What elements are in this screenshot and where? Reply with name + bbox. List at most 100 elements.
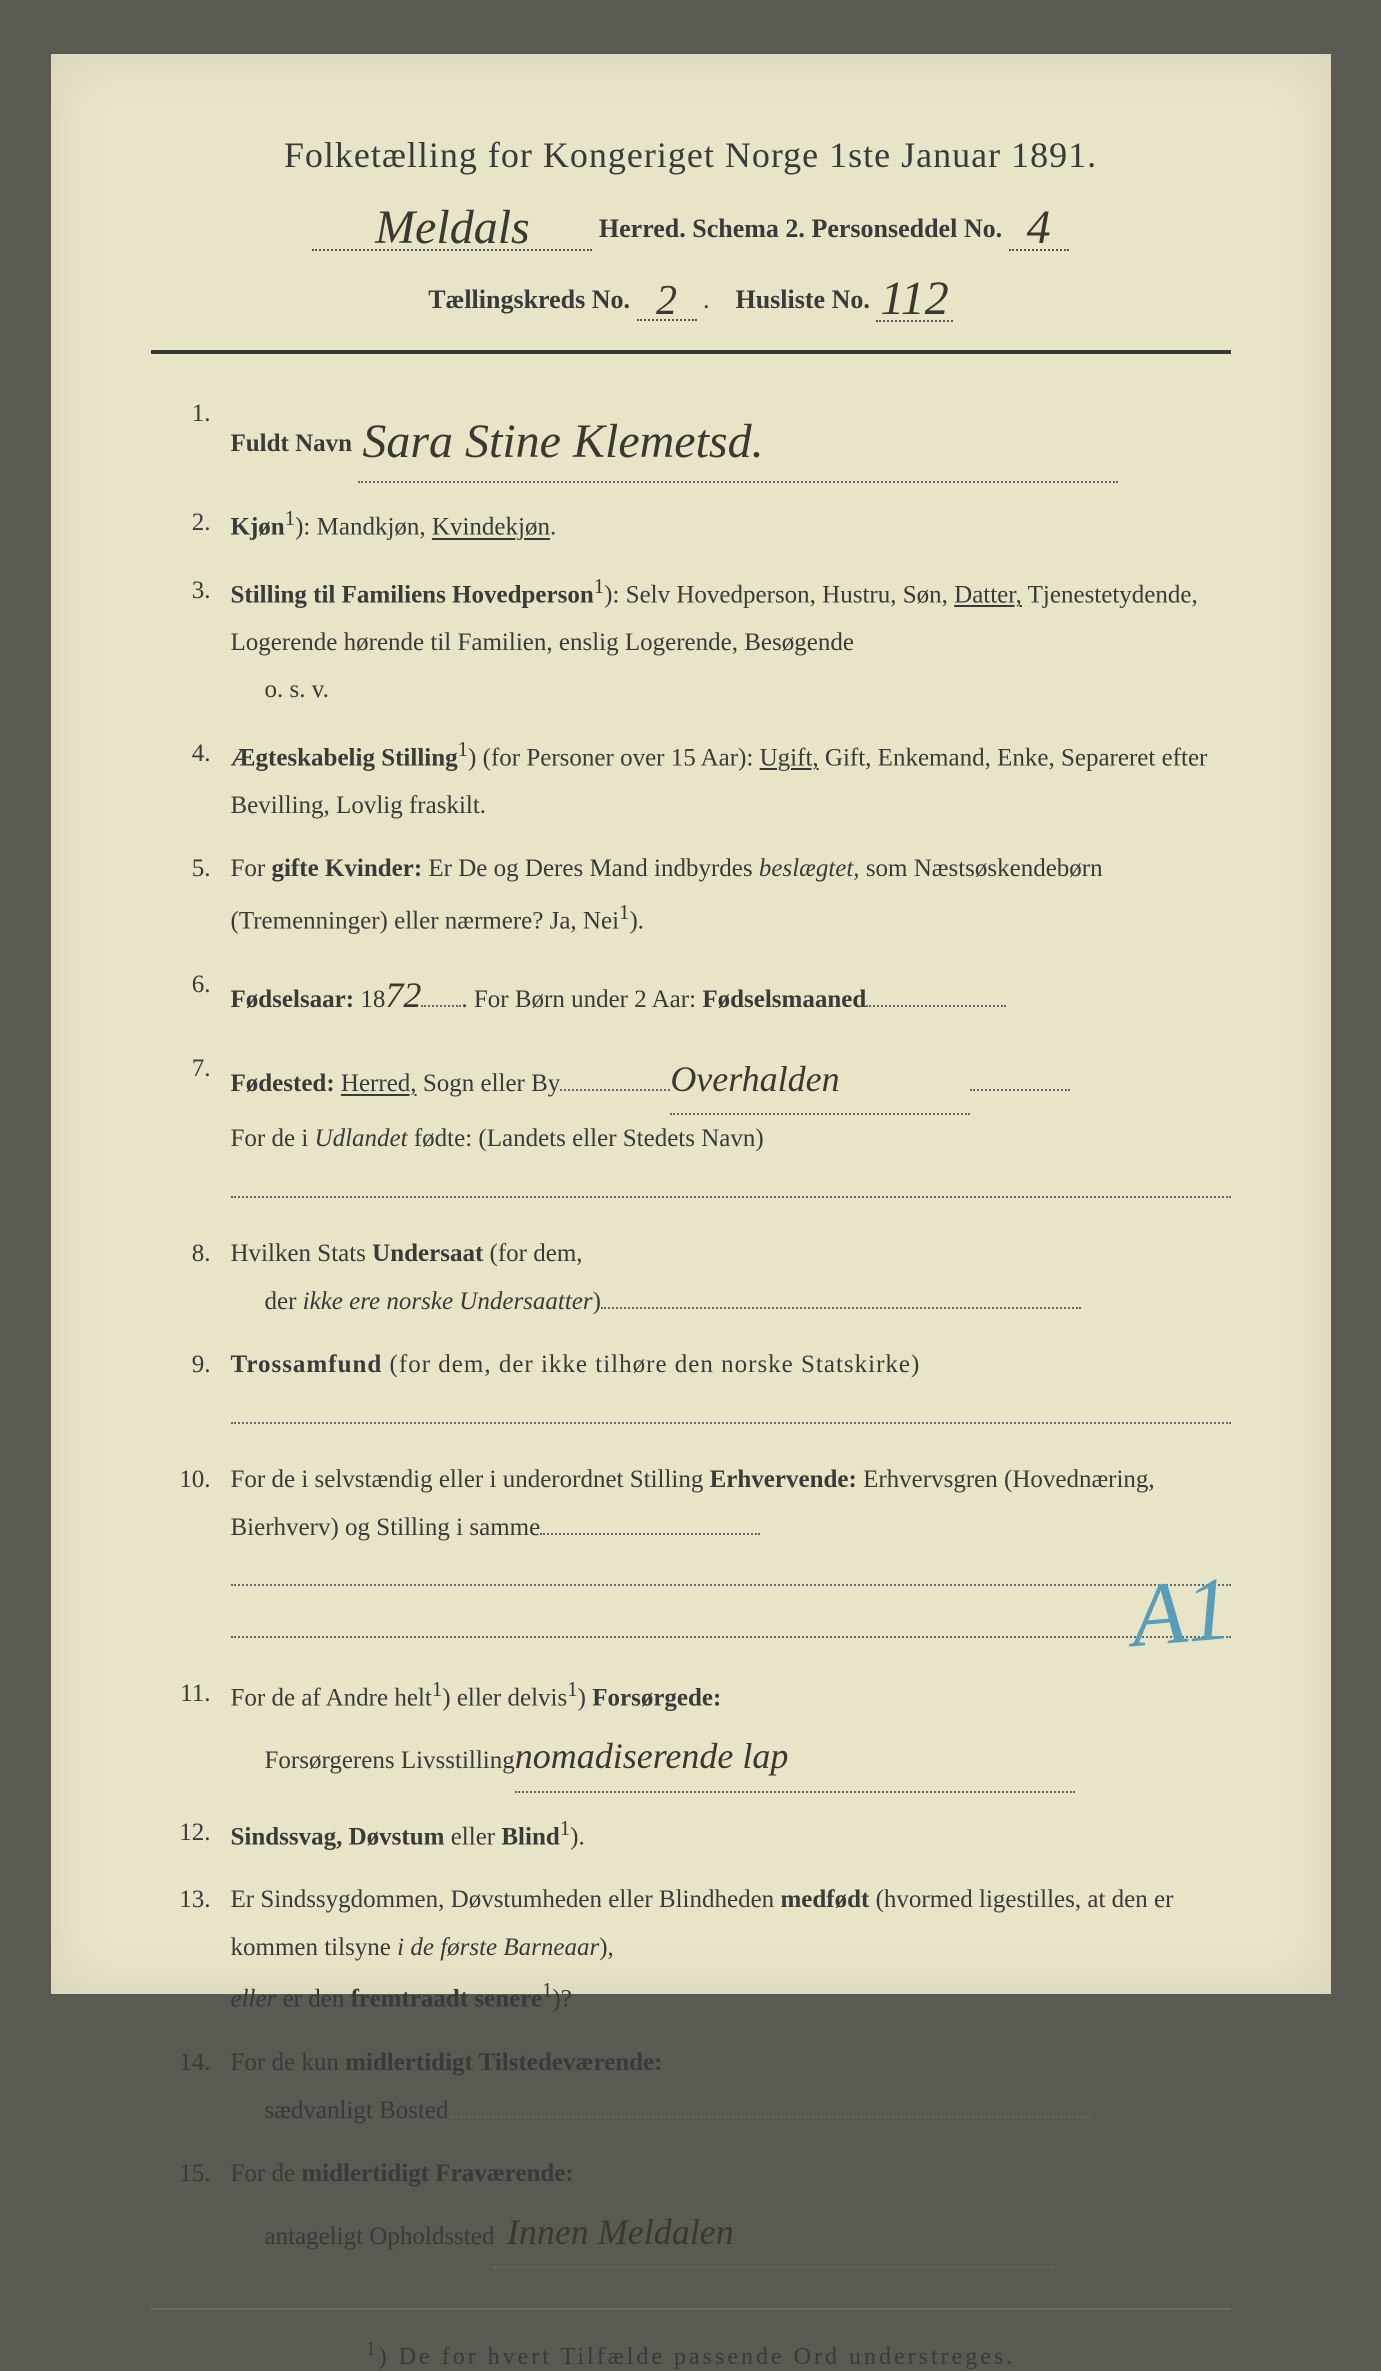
kreds-field: 2 <box>637 271 697 321</box>
text: Sogn eller By <box>417 1070 561 1097</box>
form-header: Folketælling for Kongeriget Norge 1ste J… <box>151 134 1231 322</box>
text: ) <box>578 1685 593 1712</box>
underlined: Datter, <box>954 581 1022 608</box>
item-6: 6. Fødselsaar: 1872 . For Børn under 2 Aa… <box>161 961 1231 1029</box>
text: sædvanligt Bosted <box>265 2097 449 2124</box>
personseddel-label: Personseddel No. <box>811 214 1002 243</box>
text: For de i <box>231 1125 315 1152</box>
item-content: For de kun midlertidigt Tilstedeværende:… <box>231 2039 1231 2134</box>
item-content: Ægteskabelig Stilling1) (for Personer ov… <box>231 730 1231 829</box>
underlined: Ugift, <box>760 744 819 771</box>
text: Forsørgerens Livsstilling <box>265 1747 515 1774</box>
item-2: 2. Kjøn1): Mandkjøn, Kvindekjøn. <box>161 499 1231 551</box>
text: er den <box>276 1986 350 2013</box>
birthplace-value: Overhalden <box>670 1045 970 1115</box>
item-num: 9. <box>161 1341 231 1440</box>
item-num: 8. <box>161 1230 231 1325</box>
dotted <box>970 1089 1070 1091</box>
item-content: For gifte Kvinder: Er De og Deres Mand i… <box>231 845 1231 944</box>
divider-top <box>151 350 1231 354</box>
item-content: Stilling til Familiens Hovedperson1): Se… <box>231 567 1231 714</box>
text: ) <box>593 1288 601 1315</box>
sup: 1 <box>567 1677 577 1701</box>
bold: Blind <box>501 1823 559 1850</box>
item-content: Fødested: Herred, Sogn eller By Overhalde… <box>231 1045 1231 1214</box>
bold: gifte Kvinder: <box>271 855 422 882</box>
label: Stilling til Familiens Hovedperson <box>231 581 594 608</box>
text: Er De og Deres Mand indbyrdes <box>422 855 759 882</box>
item-5: 5. For gifte Kvinder: Er De og Deres Man… <box>161 845 1231 944</box>
italic: beslægtet, <box>759 855 860 882</box>
label: Fuldt Navn <box>231 430 353 457</box>
item-8: 8. Hvilken Stats Undersaat (for dem, der… <box>161 1230 1231 1325</box>
item-num: 10. <box>161 1456 231 1654</box>
text: ): Mandkjøn, <box>295 514 432 541</box>
main-title: Folketælling for Kongeriget Norge 1ste J… <box>151 134 1231 176</box>
kreds-label: Tællingskreds No. <box>428 285 630 314</box>
dotted <box>560 1089 670 1091</box>
herred-field: Meldals <box>312 194 592 251</box>
item-content: Sindssvag, Døvstum eller Blind1). <box>231 1809 1231 1861</box>
item-content: Fuldt Navn Sara Stine Klemetsd. <box>231 390 1231 483</box>
margin-annotation: A1 <box>1126 1557 1235 1668</box>
text: ) eller delvis <box>442 1685 567 1712</box>
item-content: Er Sindssygdommen, Døvstumheden eller Bl… <box>231 1876 1231 2023</box>
text: fødte: (Landets eller Stedets Navn) <box>408 1125 764 1152</box>
dotted <box>449 2116 1089 2118</box>
text: der <box>265 1288 303 1315</box>
text: . <box>550 514 556 541</box>
bold: midlertidigt Tilstedeværende: <box>345 2049 662 2076</box>
text: Er Sindssygdommen, Døvstumheden eller Bl… <box>231 1886 781 1913</box>
kreds-value: 2 <box>656 277 677 325</box>
item-7: 7. Fødested: Herred, Sogn eller ByOverha… <box>161 1045 1231 1214</box>
underlined: Herred, <box>341 1070 417 1097</box>
herred-label: Herred. <box>599 214 686 243</box>
text: o. s. v. <box>231 666 1231 714</box>
item-12: 12. Sindssvag, Døvstum eller Blind1). <box>161 1809 1231 1861</box>
name-field: Sara Stine Klemetsd. <box>358 390 1118 483</box>
item-num: 6. <box>161 961 231 1029</box>
item-content: For de i selvstændig eller i underordnet… <box>231 1456 1231 1654</box>
item-content: Fødselsaar: 1872. For Børn under 2 Aar: … <box>231 961 1231 1029</box>
item-num: 3. <box>161 567 231 714</box>
bold: Undersaat <box>372 1240 483 1267</box>
label: Fødested: <box>231 1070 335 1097</box>
text: For de kun <box>231 2049 346 2076</box>
item-num: 12. <box>161 1809 231 1861</box>
herred-row: Meldals Herred. Schema 2. Personseddel N… <box>151 194 1231 251</box>
year-value: 72 <box>385 975 421 1015</box>
item-num: 11. <box>161 1670 231 1792</box>
item-content: For de af Andre helt1) eller delvis1) Fo… <box>231 1670 1231 1792</box>
text: Hvilken Stats <box>231 1240 373 1267</box>
husliste-field: 112 <box>876 265 952 322</box>
schema-label: Schema 2. <box>692 214 805 243</box>
item-num: 5. <box>161 845 231 944</box>
provider-value: nomadiserende lap <box>515 1736 789 1776</box>
item-14: 14. For de kun midlertidigt Tilstedevære… <box>161 2039 1231 2134</box>
italic: Udlandet <box>315 1125 408 1152</box>
text: )? <box>552 1986 571 2013</box>
dotted <box>601 1307 1081 1309</box>
residence-field: Innen Meldalen <box>494 2198 1054 2268</box>
sup: 1 <box>594 574 604 598</box>
sup: 1 <box>619 900 629 924</box>
label: Fødselsaar: <box>231 986 355 1013</box>
label: Ægteskabelig Stilling <box>231 744 458 771</box>
item-num: 13. <box>161 1876 231 2023</box>
personseddel-field: 4 <box>1009 194 1069 251</box>
year-prefix: 18 <box>360 986 385 1013</box>
dotted-line <box>231 1389 1231 1424</box>
text: ). <box>570 1823 585 1850</box>
kreds-row: Tællingskreds No. 2 . Husliste No. 112 <box>151 265 1231 322</box>
underlined: Kvindekjøn <box>432 514 550 541</box>
text: antageligt Opholdssted <box>265 2223 495 2250</box>
item-3: 3. Stilling til Familiens Hovedperson1):… <box>161 567 1231 714</box>
item-content: Trossamfund (for dem, der ikke tilhøre d… <box>231 1341 1231 1440</box>
text: (for dem, <box>483 1240 582 1267</box>
label: Sindssvag, Døvstum <box>231 1823 445 1850</box>
text: . For Børn under 2 Aar: <box>461 986 702 1013</box>
census-form-page: Folketælling for Kongeriget Norge 1ste J… <box>51 54 1331 1994</box>
husliste-value: 112 <box>880 271 948 326</box>
item-9: 9. Trossamfund (for dem, der ikke tilhør… <box>161 1341 1231 1440</box>
text: For <box>231 855 272 882</box>
